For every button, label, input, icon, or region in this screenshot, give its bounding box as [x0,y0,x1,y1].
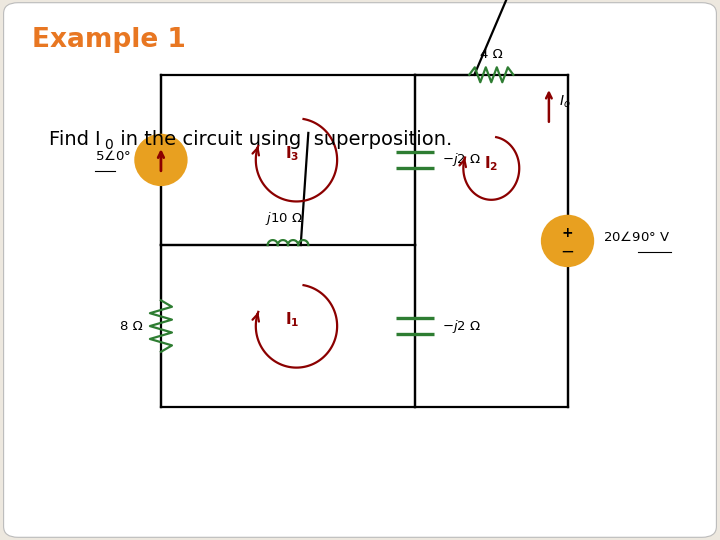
Text: 8 Ω: 8 Ω [120,320,143,333]
Text: $\mathbf{I_1}$: $\mathbf{I_1}$ [285,310,300,329]
Text: 0: 0 [104,138,113,152]
Text: 4 Ω: 4 Ω [480,48,503,60]
Text: $-j2\ \Omega$: $-j2\ \Omega$ [442,151,481,168]
Text: $\mathbf{I_2}$: $\mathbf{I_2}$ [484,155,498,173]
Text: in the circuit using  superposition.: in the circuit using superposition. [114,130,452,148]
Circle shape [135,135,186,185]
Text: −: − [561,242,575,261]
Text: $I_o$: $I_o$ [559,93,571,110]
Text: 20$\angle$90$\degree$ V: 20$\angle$90$\degree$ V [603,230,670,244]
Text: $j$10 Ω: $j$10 Ω [265,210,302,227]
Text: Example 1: Example 1 [32,26,186,52]
Text: $\mathbf{I_3}$: $\mathbf{I_3}$ [285,144,300,163]
Text: Find: Find [49,130,95,148]
Circle shape [542,216,593,266]
Text: +: + [562,226,573,240]
Text: $-j2\ \Omega$: $-j2\ \Omega$ [442,318,481,335]
Text: 5$\angle$0$\degree$ A: 5$\angle$0$\degree$ A [95,148,145,163]
Text: I: I [94,130,100,148]
